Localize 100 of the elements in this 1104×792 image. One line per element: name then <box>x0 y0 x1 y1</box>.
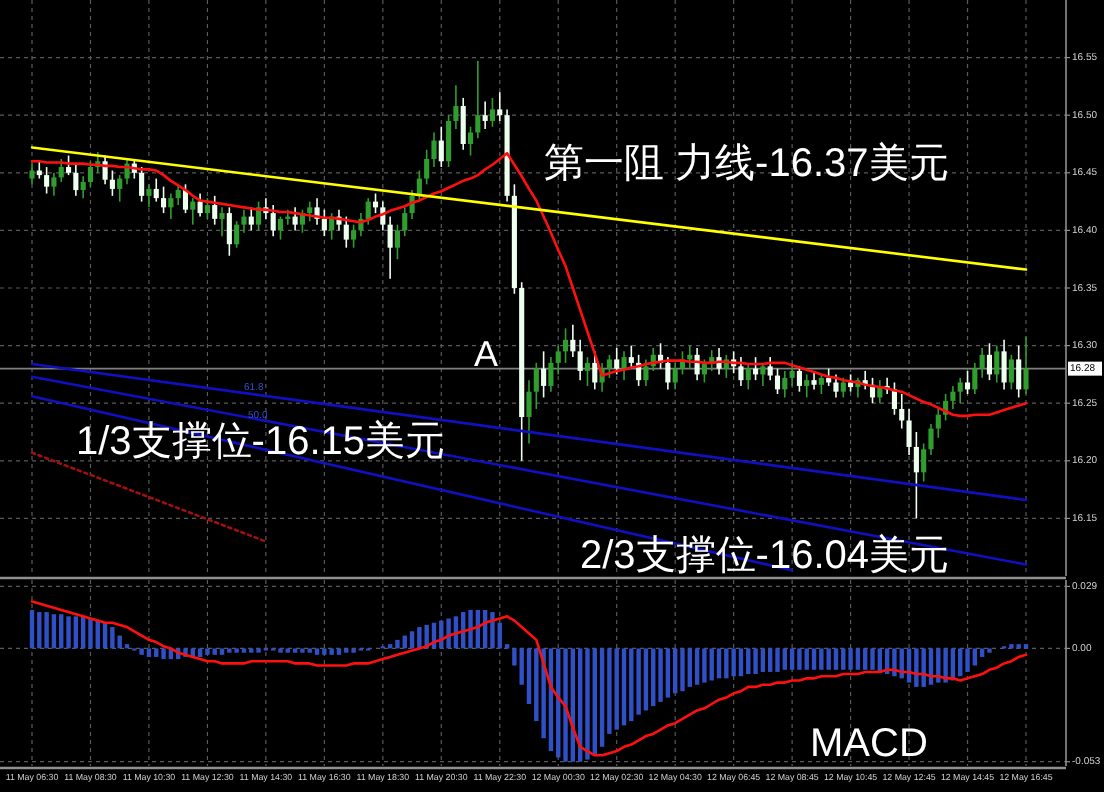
bar <box>409 631 415 649</box>
bar <box>914 648 919 687</box>
bar <box>599 648 605 747</box>
bar <box>768 648 773 672</box>
candlestick <box>241 208 247 234</box>
bar <box>51 614 57 649</box>
candlestick <box>584 356 591 387</box>
bar <box>651 648 656 707</box>
candlestick <box>818 373 824 395</box>
candlestick <box>606 354 612 379</box>
bar <box>146 648 152 657</box>
bar <box>672 648 678 694</box>
bar <box>972 648 978 666</box>
bar <box>709 648 714 681</box>
candlestick <box>182 183 189 214</box>
candlestick <box>343 215 349 249</box>
candlestick <box>29 162 35 186</box>
bar <box>855 648 861 670</box>
candlestick <box>497 91 503 122</box>
candlestick <box>467 125 474 157</box>
candlestick <box>533 362 539 410</box>
candlestick <box>277 215 284 241</box>
candlestick <box>577 339 583 381</box>
candlestick <box>738 356 744 387</box>
candlestick <box>913 431 919 520</box>
candlestick <box>541 350 547 399</box>
bar <box>37 612 42 649</box>
bar <box>841 648 846 670</box>
bar <box>702 648 707 683</box>
bar <box>833 648 839 670</box>
line-series <box>30 600 1028 757</box>
candlestick <box>526 379 532 445</box>
candlestick <box>979 347 985 379</box>
candlestick <box>548 356 554 393</box>
bar <box>66 616 71 649</box>
candlestick <box>833 373 839 399</box>
bar <box>826 648 831 670</box>
candlestick <box>65 154 72 176</box>
bar <box>753 648 758 675</box>
candlestick <box>51 172 57 197</box>
candlestick <box>562 327 569 364</box>
candlestick <box>745 362 751 391</box>
candlestick <box>570 324 576 358</box>
bar <box>921 648 926 687</box>
bar <box>789 648 795 670</box>
candlestick <box>767 356 773 381</box>
bar <box>870 648 875 670</box>
bar <box>59 614 64 649</box>
bar <box>161 648 166 660</box>
candlestick <box>321 208 327 237</box>
candlestick <box>1001 339 1007 391</box>
bar <box>782 648 787 670</box>
bar <box>446 618 451 649</box>
bar <box>636 648 641 715</box>
candlestick <box>1008 354 1014 391</box>
bar <box>731 648 736 677</box>
bar <box>819 648 824 670</box>
candlestick <box>460 97 466 151</box>
candlestick <box>789 362 795 387</box>
candlestick <box>153 177 159 203</box>
candlestick <box>197 192 203 218</box>
bar <box>322 648 327 655</box>
candlestick <box>804 373 810 399</box>
bar <box>417 627 422 649</box>
bar <box>629 648 634 722</box>
candlestick <box>475 60 481 140</box>
candlestick <box>161 185 167 214</box>
candlestick <box>796 365 802 393</box>
candlestick <box>365 197 371 226</box>
bar <box>943 648 948 683</box>
bar <box>658 648 663 702</box>
bar <box>665 648 671 698</box>
candlestick <box>234 220 240 249</box>
bar <box>468 609 473 649</box>
candlestick <box>906 408 912 456</box>
candlestick <box>555 344 561 376</box>
bar <box>329 648 334 655</box>
annotation: A <box>474 334 499 374</box>
bar <box>44 612 49 649</box>
candlestick <box>774 367 781 395</box>
candlestick <box>58 158 64 183</box>
bar <box>892 648 897 677</box>
candlestick <box>109 169 115 197</box>
candlestick <box>592 350 598 391</box>
candlestick <box>44 166 50 195</box>
bar <box>863 648 868 670</box>
candlestick <box>621 350 627 381</box>
candlestick <box>226 206 232 257</box>
bar <box>490 612 495 649</box>
candlestick <box>204 197 210 220</box>
candlestick <box>73 162 79 197</box>
bar <box>336 648 342 655</box>
candlestick <box>957 377 963 404</box>
candlestick <box>431 131 437 168</box>
annotation: 第一阻 力线-16.37美元 <box>544 140 949 186</box>
candlestick <box>146 183 152 209</box>
bar <box>848 648 853 670</box>
bar <box>139 648 144 655</box>
bar <box>680 648 685 692</box>
candlestick <box>643 358 649 387</box>
